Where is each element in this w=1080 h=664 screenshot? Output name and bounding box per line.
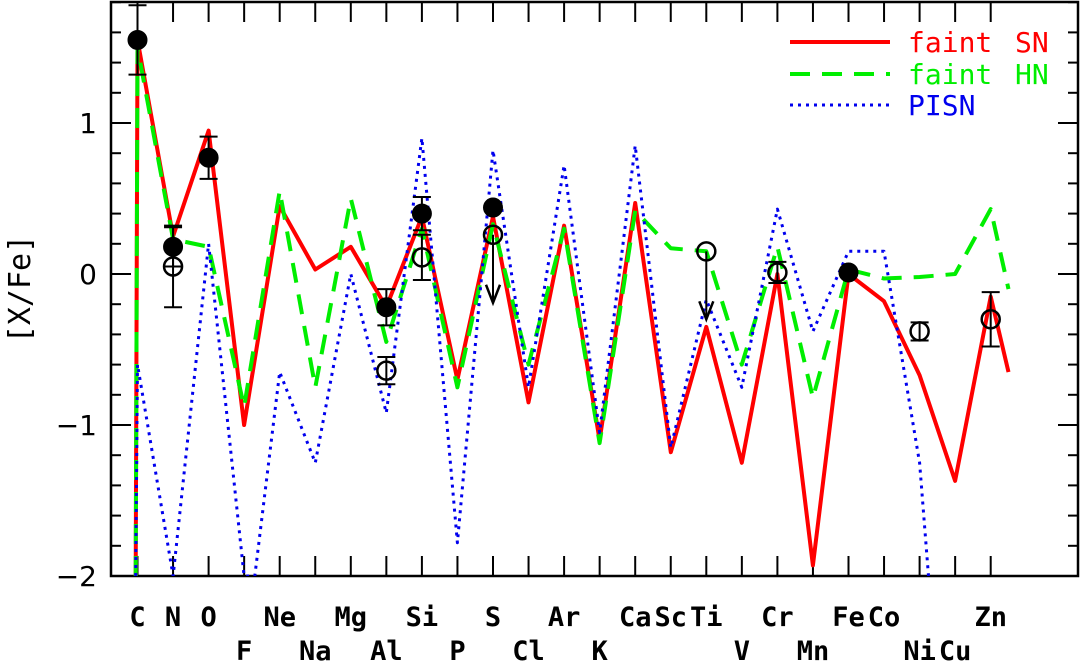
- filled-marker: [411, 203, 432, 224]
- filled-marker: [127, 29, 148, 50]
- x-tick-label-bottom-row: K: [592, 636, 609, 664]
- filled-marker: [198, 147, 219, 168]
- data-point-al-open: [376, 356, 397, 386]
- observations-group: [127, 4, 1001, 386]
- y-tick-label: 0: [79, 258, 97, 291]
- x-tick-label-top-row: Ne: [263, 602, 296, 633]
- x-tick-label-top-row: C: [129, 602, 145, 633]
- filled-marker: [838, 262, 859, 283]
- data-point-fe-filled: [838, 262, 859, 283]
- x-tick-label-bottom-row: F: [236, 636, 252, 664]
- x-tick-label-top-row: Si: [406, 602, 439, 633]
- y-tick-label: −2: [56, 560, 97, 593]
- open-marker: [376, 360, 397, 381]
- x-tick-label-top-row: S: [485, 602, 501, 633]
- legend-label-word2: SN: [1015, 26, 1049, 59]
- open-marker: [909, 321, 930, 342]
- x-tick-label-top-row: Zn: [974, 602, 1007, 633]
- x-tick-label-top-row: Ca: [619, 602, 652, 633]
- x-tick-label-top-row: Ti: [690, 602, 723, 633]
- data-point-ni-open: [909, 321, 930, 342]
- x-tick-label-top-row: Co: [868, 602, 901, 633]
- x-tick-label-bottom-row: Al: [370, 636, 403, 664]
- x-tick-label-bottom-row: Ni: [903, 636, 936, 664]
- x-tick-label-bottom-row: Na: [299, 636, 332, 664]
- upper-limit-arrowhead: [698, 300, 715, 323]
- upper-limit-arrowhead: [484, 284, 502, 307]
- x-tick-label-top-row: O: [200, 602, 216, 633]
- x-tick-label-top-row: Mg: [335, 602, 368, 633]
- y-axis-label: [X/Fe]: [3, 235, 38, 343]
- open-marker: [411, 247, 433, 268]
- x-tick-label-bottom-row: Cl: [512, 636, 545, 664]
- open-marker: [767, 262, 788, 283]
- x-tick-label-top-row: Sc: [654, 602, 687, 633]
- x-tick-label-top-row: Cr: [761, 602, 794, 633]
- x-tick-label-bottom-row: P: [449, 636, 465, 664]
- filled-marker: [483, 197, 503, 218]
- data-point-zn-open: [980, 291, 1001, 348]
- plot-frame: [109, 0, 1080, 578]
- open-marker: [162, 256, 184, 277]
- legend-label-word2: PISN: [908, 89, 975, 122]
- series-group: [133, 37, 1011, 576]
- open-marker: [696, 241, 717, 262]
- y-tick-label: 1: [79, 107, 97, 140]
- data-point-al-filled: [376, 288, 397, 327]
- data-point-cr-open: [767, 260, 788, 285]
- x-tick-label-top-row: Fe: [832, 602, 865, 633]
- legend: faint SN faint HN PISN: [790, 26, 1049, 122]
- x-tick-label-top-row: N: [165, 602, 181, 633]
- data-point-s-open: [482, 224, 504, 307]
- data-point-o-filled: [198, 135, 219, 180]
- legend-label-word1: faint: [908, 58, 992, 91]
- x-tick-label-top-row: Ar: [548, 602, 581, 633]
- x-tick-label-bottom-row: Cu: [939, 636, 972, 664]
- data-point-c-filled: [127, 4, 148, 76]
- data-point-si-filled: [411, 195, 432, 232]
- series-line-pisn: [134, 136, 930, 576]
- data-point-ti-open: [696, 241, 717, 323]
- x-tick-label-bottom-row: V: [734, 636, 750, 664]
- open-marker: [482, 224, 504, 245]
- data-point-si-open: [411, 233, 433, 282]
- series-line-faint-hn: [133, 45, 1011, 576]
- data-point-s-filled: [483, 197, 503, 218]
- legend-label-word1: faint: [908, 26, 992, 59]
- filled-marker: [376, 297, 397, 318]
- axes: −2 −1 0 1 C N O Ne Mg Si S Ar Ca Sc Ti Cr Fe Co Zn F Na Al P Cl…: [56, 0, 1080, 664]
- series-line-faint-sn: [133, 37, 1011, 576]
- open-marker: [980, 309, 1001, 330]
- data-point-n-open: [162, 224, 184, 309]
- y-tick-label: −1: [56, 409, 97, 442]
- x-tick-label-bottom-row: Mn: [797, 636, 830, 664]
- legend-label-word2: HN: [1015, 58, 1049, 91]
